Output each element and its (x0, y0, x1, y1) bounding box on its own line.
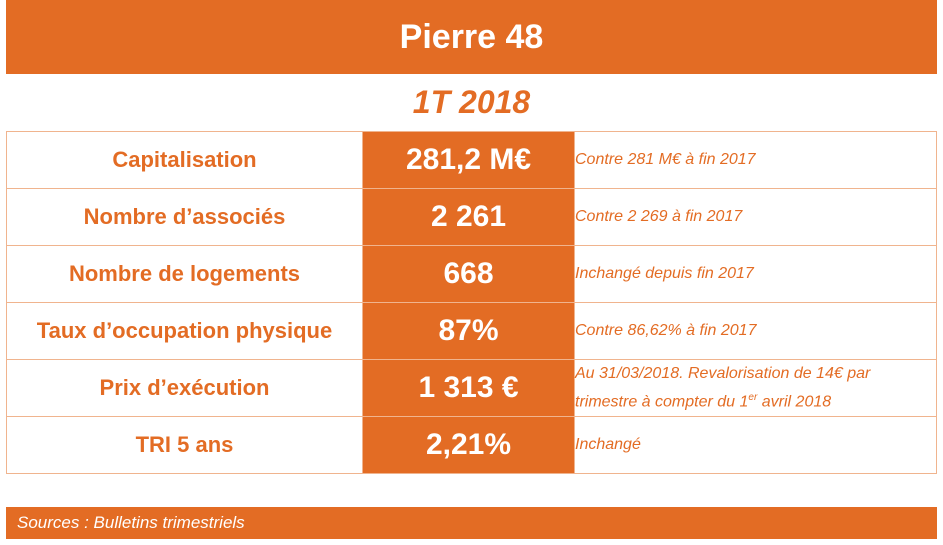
page-title: Pierre 48 (399, 17, 544, 56)
row-value: 2 261 (362, 188, 575, 246)
row-note: Au 31/03/2018. Revalorisation de 14€ par… (574, 359, 937, 417)
row-label: Nombre d’associés (6, 188, 363, 246)
title-bar: Pierre 48 (6, 0, 937, 74)
table-row: Nombre de logements 668 Inchangé depuis … (6, 245, 937, 303)
row-note: Inchangé depuis fin 2017 (574, 245, 937, 303)
table-row: Capitalisation 281,2 M€ Contre 281 M€ à … (6, 131, 937, 189)
row-value: 1 313 € (362, 359, 575, 417)
table-row: TRI 5 ans 2,21% Inchangé (6, 416, 937, 474)
table-row: Nombre d’associés 2 261 Contre 2 269 à f… (6, 188, 937, 246)
row-note-superscript: er (748, 391, 758, 403)
data-table: Capitalisation 281,2 M€ Contre 281 M€ à … (6, 131, 937, 474)
row-note-text: Au 31/03/2018. Revalorisation de 14€ par… (575, 364, 871, 411)
table-row: Prix d’exécution 1 313 € Au 31/03/2018. … (6, 359, 937, 417)
row-value: 668 (362, 245, 575, 303)
row-note: Contre 86,62% à fin 2017 (574, 302, 937, 360)
row-value: 281,2 M€ (362, 131, 575, 189)
row-label: Capitalisation (6, 131, 363, 189)
row-note: Contre 281 M€ à fin 2017 (574, 131, 937, 189)
row-label: TRI 5 ans (6, 416, 363, 474)
sources-text: Sources : Bulletins trimestriels (17, 513, 245, 532)
row-note: Inchangé (574, 416, 937, 474)
row-note-text-end: avril 2018 (757, 393, 832, 411)
table-row: Taux d’occupation physique 87% Contre 86… (6, 302, 937, 360)
row-label: Prix d’exécution (6, 359, 363, 417)
sources-footer: Sources : Bulletins trimestriels (6, 507, 937, 539)
row-label: Nombre de logements (6, 245, 363, 303)
row-note: Contre 2 269 à fin 2017 (574, 188, 937, 246)
row-value: 2,21% (362, 416, 575, 474)
period-heading: 1T 2018 (412, 83, 531, 120)
row-value: 87% (362, 302, 575, 360)
row-label: Taux d’occupation physique (6, 302, 363, 360)
